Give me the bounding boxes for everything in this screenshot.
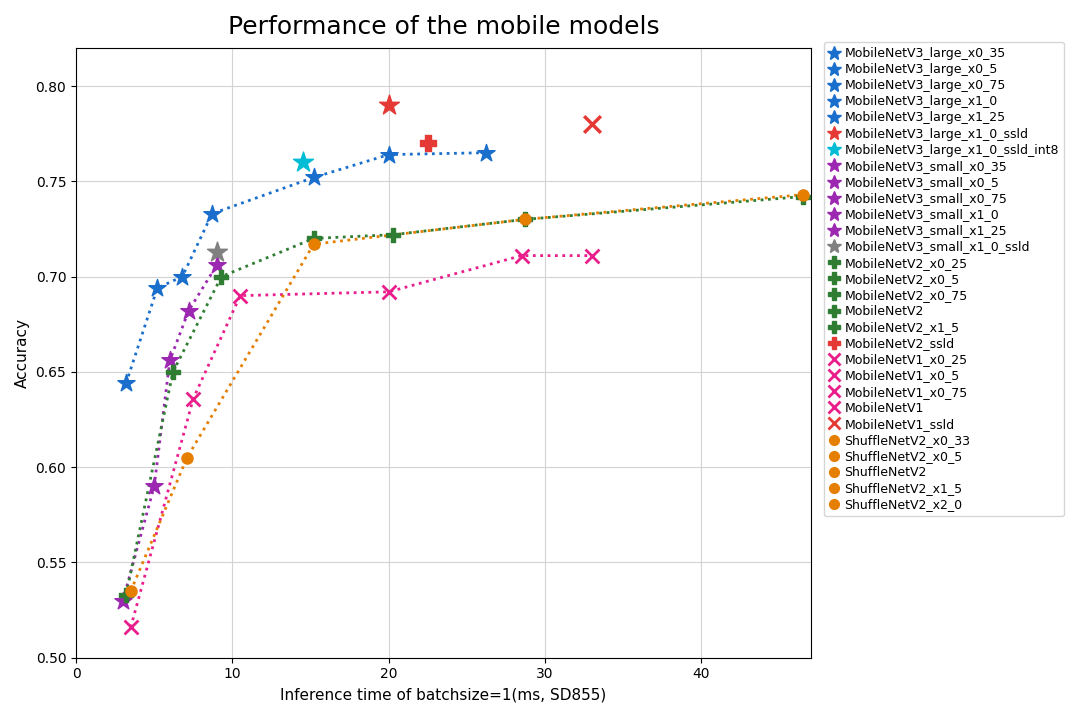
Point bbox=[178, 452, 195, 463]
Point bbox=[231, 290, 248, 301]
Point bbox=[185, 393, 202, 404]
Point bbox=[305, 239, 322, 250]
Point bbox=[208, 260, 226, 271]
Point bbox=[583, 118, 600, 130]
Point bbox=[203, 208, 220, 219]
Point bbox=[305, 172, 322, 184]
Point bbox=[213, 271, 230, 282]
Point bbox=[516, 214, 534, 225]
Point bbox=[477, 147, 495, 158]
Point bbox=[122, 622, 139, 633]
Point bbox=[305, 233, 322, 244]
Point bbox=[583, 250, 600, 262]
Point bbox=[146, 480, 163, 492]
Legend: MobileNetV3_large_x0_35, MobileNetV3_large_x0_5, MobileNetV3_large_x0_75, Mobile: MobileNetV3_large_x0_35, MobileNetV3_lar… bbox=[824, 42, 1064, 516]
Point bbox=[795, 191, 812, 202]
Y-axis label: Accuracy: Accuracy bbox=[15, 318, 30, 388]
Point bbox=[795, 189, 812, 200]
Point bbox=[384, 229, 402, 240]
Point bbox=[122, 585, 139, 597]
Point bbox=[380, 100, 397, 111]
Point bbox=[419, 138, 436, 149]
Point bbox=[164, 366, 181, 378]
Point bbox=[180, 305, 198, 317]
Point bbox=[380, 286, 397, 298]
Point bbox=[118, 589, 135, 601]
Title: Performance of the mobile models: Performance of the mobile models bbox=[228, 15, 659, 39]
Point bbox=[114, 595, 132, 607]
Point bbox=[161, 355, 178, 366]
Point bbox=[174, 271, 191, 282]
Point bbox=[513, 250, 530, 262]
Point bbox=[294, 156, 311, 168]
Point bbox=[516, 214, 534, 225]
Point bbox=[149, 282, 166, 294]
Point bbox=[118, 378, 135, 389]
Point bbox=[208, 246, 226, 257]
X-axis label: Inference time of batchsize=1(ms, SD855): Inference time of batchsize=1(ms, SD855) bbox=[281, 687, 607, 702]
Point bbox=[380, 149, 397, 161]
